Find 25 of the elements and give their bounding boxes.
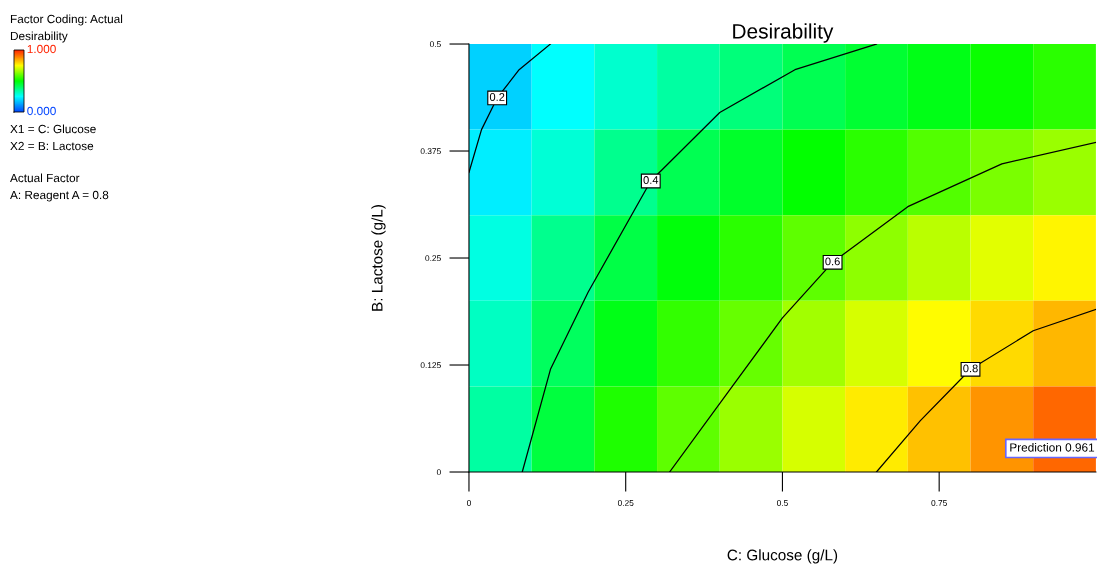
color-bar-label: 0.000 [27, 106, 56, 116]
x-axis-title: C: Glucose (g/L) [727, 549, 838, 564]
x-tick-label: 0.75 [931, 500, 947, 506]
color-bar-label: 1.000 [27, 44, 56, 54]
series-label: 0.6 [825, 257, 840, 266]
text: Actual Factor [10, 173, 80, 183]
y-tick-label: 0.375 [420, 148, 441, 155]
series-label: 0.2 [489, 93, 505, 101]
series-label: 0.4 [643, 176, 659, 184]
chart-title: Desirability [733, 23, 834, 43]
text: X2 = B: Lactose [10, 141, 94, 151]
y-tick-label: 0.125 [420, 362, 441, 369]
y-tick-label: 0 [436, 469, 441, 476]
text: Factor Coding: Actual [10, 14, 123, 26]
color-bar-title: Desirability [10, 31, 68, 43]
annotation: Prediction 0.961 [1010, 442, 1095, 452]
y-tick-label: 0.5 [429, 41, 441, 48]
y-axis-title: B: Lactose (g/L) [371, 205, 386, 311]
x-tick-label: 0.25 [617, 500, 634, 506]
text: A: Reagent A = 0.8 [10, 190, 109, 202]
x-tick-label: 0.5 [776, 500, 788, 506]
series-label: 0.8 [963, 364, 978, 373]
x-tick-label: 0 [466, 500, 471, 506]
y-tick-label: 0.25 [425, 255, 441, 262]
text: X1 = C: Glucose [10, 124, 96, 134]
